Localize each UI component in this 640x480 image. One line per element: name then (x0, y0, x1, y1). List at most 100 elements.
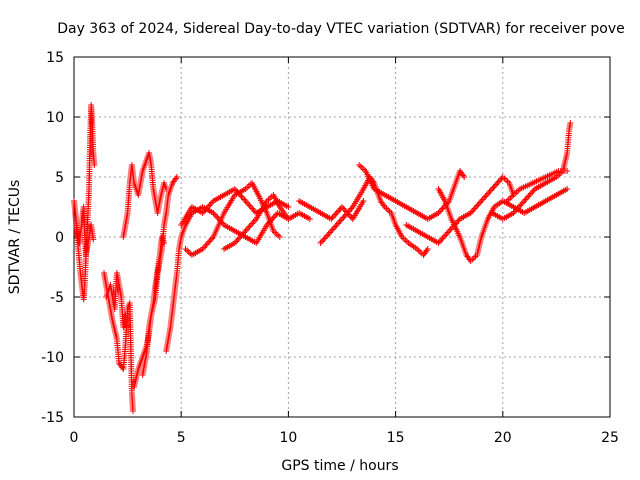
data-point (321, 235, 328, 242)
data-point (567, 120, 574, 126)
data-point (332, 211, 339, 218)
y-tick-label: -15 (41, 410, 64, 426)
data-point (245, 225, 252, 231)
data-point (276, 234, 283, 240)
data-point (343, 211, 350, 218)
data-point (526, 192, 533, 198)
data-point (339, 216, 345, 222)
data-point (250, 219, 257, 225)
data-point (173, 174, 180, 180)
data-point (479, 196, 486, 203)
data-point (447, 226, 454, 233)
data-point (344, 210, 351, 216)
x-axis-label: GPS time / hours (281, 458, 398, 474)
data-point (495, 178, 502, 185)
data-point (243, 199, 250, 206)
data-point (249, 205, 256, 212)
x-tick-label: 10 (279, 430, 297, 446)
data-point (330, 225, 337, 231)
data-point (564, 186, 571, 192)
data-point (336, 207, 343, 213)
data-point (234, 237, 241, 243)
data-point (270, 214, 277, 221)
series-sat-p (435, 186, 571, 264)
data-point (491, 183, 498, 189)
data-point (439, 235, 446, 242)
data-point (440, 234, 447, 240)
series-sat-g (139, 234, 168, 378)
data-point (247, 204, 254, 210)
data-point (317, 240, 324, 246)
data-point (424, 246, 431, 252)
data-point (489, 186, 496, 192)
data-point (332, 223, 339, 230)
data-point (336, 219, 343, 225)
series-sat-k (221, 192, 313, 252)
data-point (333, 210, 340, 216)
data-point (203, 241, 210, 248)
x-tick-label: 15 (387, 430, 405, 446)
data-point (325, 231, 332, 237)
data-point (360, 198, 367, 204)
data-point (241, 196, 248, 203)
series-sat-b (72, 204, 97, 258)
data-point (242, 198, 249, 204)
data-point (485, 190, 492, 197)
data-point (446, 228, 453, 234)
data-point (477, 199, 484, 206)
data-point (475, 201, 482, 207)
data-point (320, 237, 327, 243)
data-point (347, 207, 354, 213)
data-point (473, 204, 479, 210)
data-point (326, 229, 333, 236)
series-sat-r (504, 168, 571, 204)
data-point (487, 187, 494, 194)
data-point (490, 184, 497, 191)
data-point (246, 202, 253, 209)
y-tick-label: -10 (41, 350, 64, 366)
y-tick-label: 5 (55, 170, 64, 186)
data-point (91, 162, 98, 168)
series-sat-l (296, 198, 367, 222)
data-point (444, 229, 451, 236)
data-point (345, 208, 352, 215)
series-sat-d (103, 270, 129, 330)
series-sat-i (182, 180, 283, 258)
data-point (521, 198, 528, 204)
data-point (347, 213, 354, 219)
data-point (494, 180, 501, 186)
data-point (213, 213, 220, 219)
data-point (438, 207, 445, 213)
data-point (205, 240, 211, 246)
data-point (486, 189, 493, 195)
data-point (333, 222, 340, 228)
data-point (322, 234, 329, 240)
series-sat-a (71, 102, 98, 303)
data-point (207, 237, 214, 243)
data-point (247, 222, 254, 228)
data-point (478, 198, 485, 204)
data-point (481, 195, 488, 201)
data-point (439, 205, 446, 212)
data-point (329, 226, 336, 233)
x-tick-label: 20 (494, 430, 512, 446)
data-point (436, 238, 443, 245)
data-points (71, 102, 574, 414)
data-point (243, 226, 250, 233)
data-point (497, 177, 504, 183)
data-point (442, 232, 449, 239)
grid (74, 57, 610, 417)
data-point (129, 408, 136, 414)
data-point (518, 201, 525, 207)
data-point (340, 214, 347, 221)
data-point (246, 223, 253, 230)
data-point (328, 228, 335, 234)
data-point (202, 243, 209, 249)
data-point (334, 220, 341, 227)
data-point (341, 207, 348, 213)
data-point (474, 202, 481, 209)
data-point (239, 195, 246, 201)
data-point (525, 193, 532, 200)
data-point (334, 208, 341, 215)
